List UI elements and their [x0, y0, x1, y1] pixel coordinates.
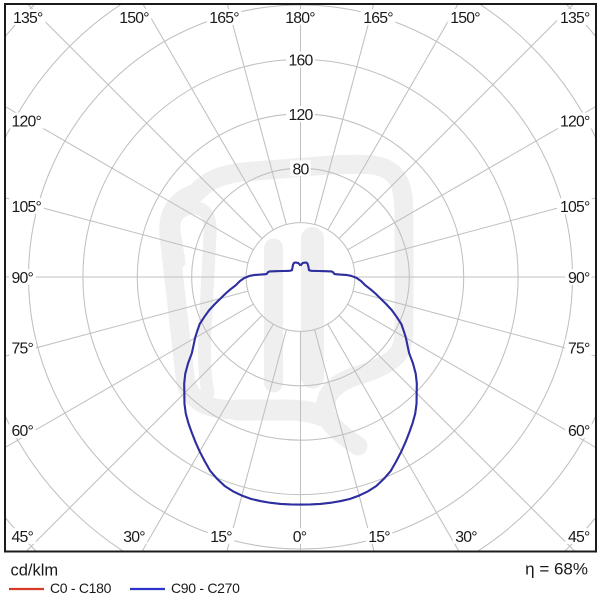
- svg-text:80: 80: [293, 161, 310, 178]
- svg-text:60°: 60°: [12, 423, 34, 440]
- svg-text:150°: 150°: [450, 10, 480, 27]
- svg-text:90°: 90°: [568, 270, 590, 287]
- svg-text:45°: 45°: [12, 529, 34, 546]
- svg-text:30°: 30°: [455, 529, 477, 546]
- svg-text:160: 160: [289, 53, 314, 70]
- svg-text:C0 - C180: C0 - C180: [50, 580, 112, 596]
- svg-text:45°: 45°: [568, 529, 590, 546]
- svg-text:120: 120: [289, 107, 314, 124]
- svg-text:105°: 105°: [560, 199, 590, 216]
- svg-text:120°: 120°: [12, 114, 42, 131]
- svg-text:60°: 60°: [568, 423, 590, 440]
- svg-text:30°: 30°: [123, 529, 145, 546]
- svg-text:165°: 165°: [363, 10, 393, 27]
- svg-text:15°: 15°: [210, 529, 232, 546]
- svg-text:165°: 165°: [209, 10, 239, 27]
- svg-text:120°: 120°: [560, 114, 590, 131]
- svg-text:90°: 90°: [12, 270, 34, 287]
- svg-text:135°: 135°: [560, 10, 590, 27]
- svg-text:15°: 15°: [368, 529, 390, 546]
- svg-text:cd/klm: cd/klm: [11, 562, 59, 580]
- svg-text:180°: 180°: [285, 10, 315, 27]
- svg-text:75°: 75°: [568, 341, 590, 358]
- svg-text:75°: 75°: [12, 341, 34, 358]
- svg-text:C90 - C270: C90 - C270: [171, 580, 240, 596]
- svg-text:η = 68%: η = 68%: [525, 560, 588, 579]
- svg-text:0°: 0°: [293, 529, 307, 546]
- svg-text:135°: 135°: [13, 10, 43, 27]
- svg-text:150°: 150°: [119, 10, 149, 27]
- svg-text:105°: 105°: [12, 199, 42, 216]
